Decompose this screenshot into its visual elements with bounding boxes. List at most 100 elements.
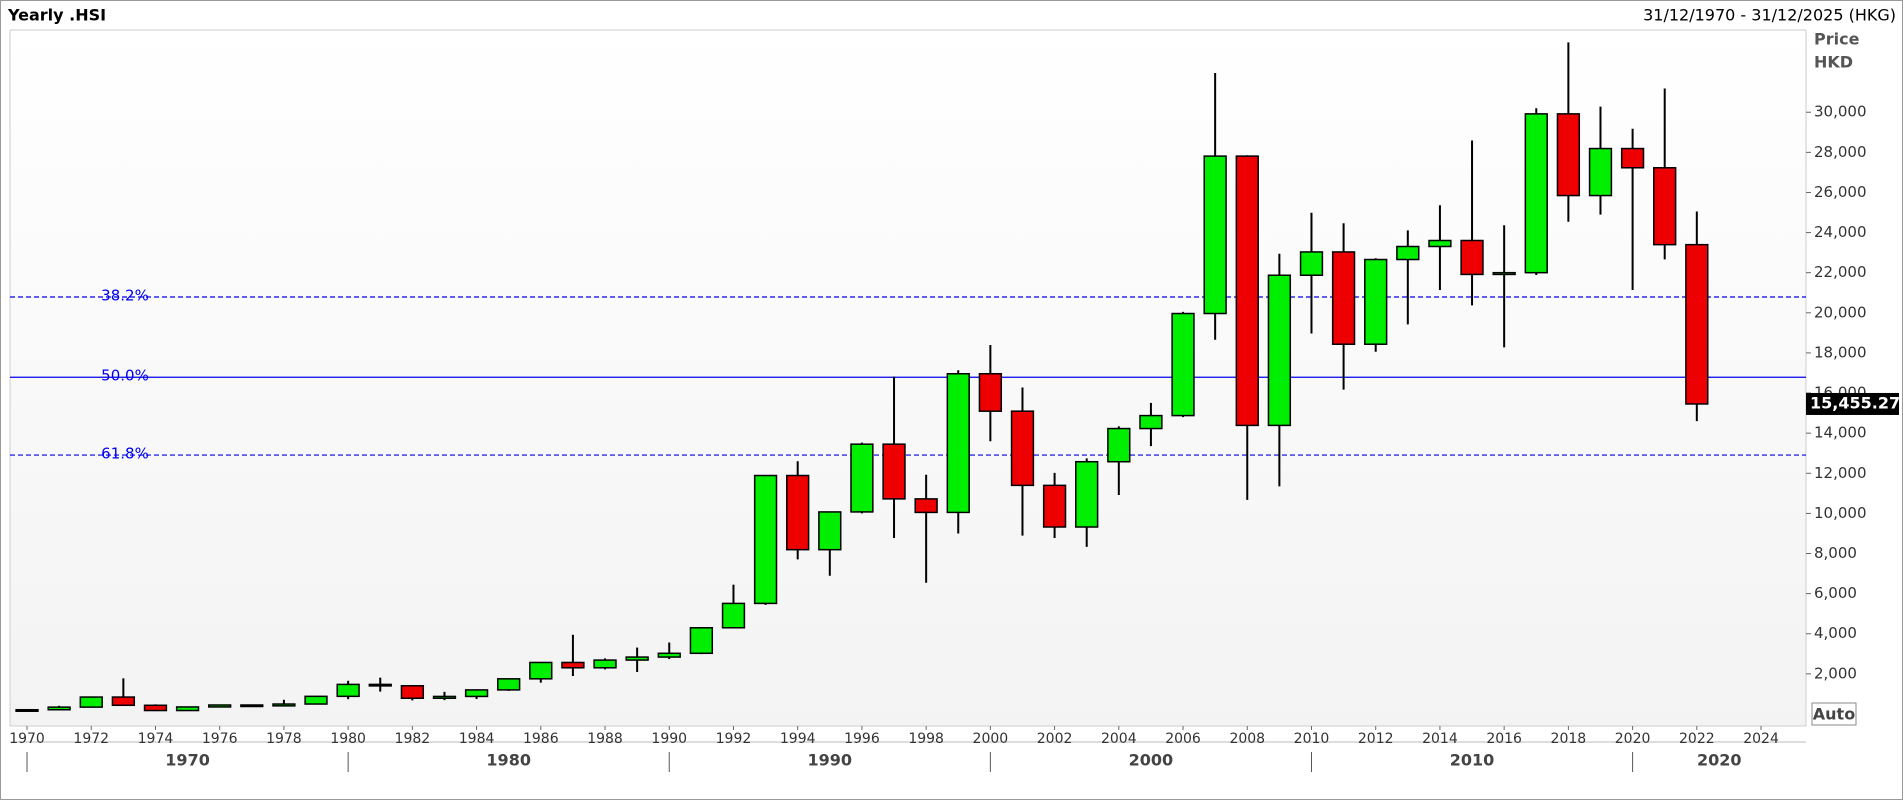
candle-body (464, 689, 489, 698)
candle-body (561, 661, 585, 669)
y-tick-label: 20,000 (1814, 303, 1867, 321)
candle-body (529, 661, 553, 680)
candle-body (946, 372, 970, 514)
candle-body (1299, 251, 1324, 276)
plot-area (9, 29, 1807, 727)
last-price-box (1806, 392, 1899, 415)
y-tick-label: 28,000 (1814, 143, 1867, 161)
candle-body (1267, 274, 1292, 427)
candle-body (1524, 113, 1548, 274)
candle-body (850, 443, 874, 513)
y-tick-label: 8,000 (1814, 544, 1857, 562)
x-tick-label: 1994 (780, 731, 816, 747)
candle-body (304, 695, 328, 705)
candle-body (689, 627, 714, 655)
y-tick-label: 26,000 (1814, 183, 1867, 201)
candle-body (1107, 427, 1131, 463)
y-tick-label: 14,000 (1814, 424, 1867, 442)
candle-body (1075, 460, 1099, 528)
candle-body (1492, 271, 1516, 276)
x-tick-label: 2016 (1486, 731, 1522, 747)
chart-title: Yearly .HSI (7, 6, 106, 25)
y-axis-label: Price (1814, 30, 1860, 49)
candle-body (432, 695, 457, 699)
autoscale-button-label[interactable]: Auto (1813, 705, 1855, 724)
candle-body (400, 685, 425, 699)
y-tick-label: 4,000 (1814, 624, 1857, 642)
x-tick-label: 2014 (1422, 731, 1458, 747)
candle-body (240, 704, 264, 708)
candle-body (1396, 245, 1420, 261)
y-tick-label: 10,000 (1814, 504, 1867, 522)
candle-body (143, 704, 168, 712)
candle-body (1556, 113, 1581, 197)
y-tick-label: 18,000 (1814, 343, 1867, 361)
y-tick-label: 24,000 (1814, 223, 1867, 241)
decade-label: 2020 (1697, 751, 1742, 770)
candle-body (15, 708, 39, 712)
candle-body (818, 511, 842, 551)
date-range: 31/12/1970 - 31/12/2025 (HKG) (1643, 6, 1896, 25)
candle-body (1364, 258, 1388, 345)
candle-body (1010, 410, 1035, 487)
candle-body (1653, 167, 1677, 246)
x-tick-label: 2018 (1551, 731, 1587, 747)
y-tick-label: 22,000 (1814, 263, 1867, 281)
candle-body (497, 678, 521, 691)
candle-body (336, 683, 360, 698)
x-tick-label: 1988 (587, 731, 623, 747)
x-tick-label: 2010 (1294, 731, 1330, 747)
x-tick-label: 1974 (138, 731, 174, 747)
candle-body (272, 703, 296, 707)
fib-label: 50.0% (101, 367, 149, 385)
x-tick-label: 2000 (973, 731, 1009, 747)
candle-body (1139, 414, 1163, 430)
decade-label: 2000 (1129, 751, 1174, 770)
candle-body (368, 683, 392, 687)
x-tick-label: 1978 (266, 731, 302, 747)
x-tick-label: 1972 (73, 731, 109, 747)
x-tick-label: 2024 (1743, 731, 1779, 747)
x-tick-label: 1984 (459, 731, 495, 747)
candle-body (721, 602, 746, 629)
decade-label: 1980 (486, 751, 531, 770)
x-tick-label: 2012 (1358, 731, 1394, 747)
candle-body (208, 704, 232, 708)
candle-body (111, 696, 136, 707)
decade-label: 1970 (165, 751, 210, 770)
decade-label: 1990 (808, 751, 853, 770)
fib-label: 38.2% (101, 287, 149, 305)
candle-body (625, 656, 649, 661)
x-tick-label: 1990 (651, 731, 687, 747)
candle-body (978, 372, 1003, 412)
decade-label: 2010 (1450, 751, 1495, 770)
candle-body (1235, 155, 1259, 427)
candle-body (657, 652, 681, 658)
candle-body (79, 696, 103, 708)
x-tick-label: 1996 (844, 731, 880, 747)
candle-body (914, 498, 938, 514)
candle-body (1620, 147, 1645, 169)
x-tick-label: 1980 (330, 731, 366, 747)
candle-body (1685, 243, 1709, 405)
candle-body (1331, 251, 1356, 345)
candle-body (1460, 239, 1484, 276)
candle-body (593, 659, 617, 669)
candle-body (175, 706, 200, 712)
x-tick-label: 2022 (1679, 731, 1715, 747)
y-tick-label: 2,000 (1814, 664, 1857, 682)
y-tick-label: 30,000 (1814, 103, 1867, 121)
x-tick-label: 2002 (1037, 731, 1073, 747)
x-tick-label: 1998 (908, 731, 944, 747)
x-tick-label: 2006 (1165, 731, 1201, 747)
candle-body (882, 443, 906, 500)
x-tick-label: 1992 (716, 731, 752, 747)
x-tick-label: 1982 (395, 731, 431, 747)
candle-body (1428, 239, 1452, 248)
candle-body (47, 706, 71, 711)
candle-body (786, 474, 810, 551)
x-tick-label: 1970 (9, 731, 45, 747)
fib-label: 61.8% (101, 445, 149, 463)
autoscale-button[interactable] (1811, 702, 1857, 726)
